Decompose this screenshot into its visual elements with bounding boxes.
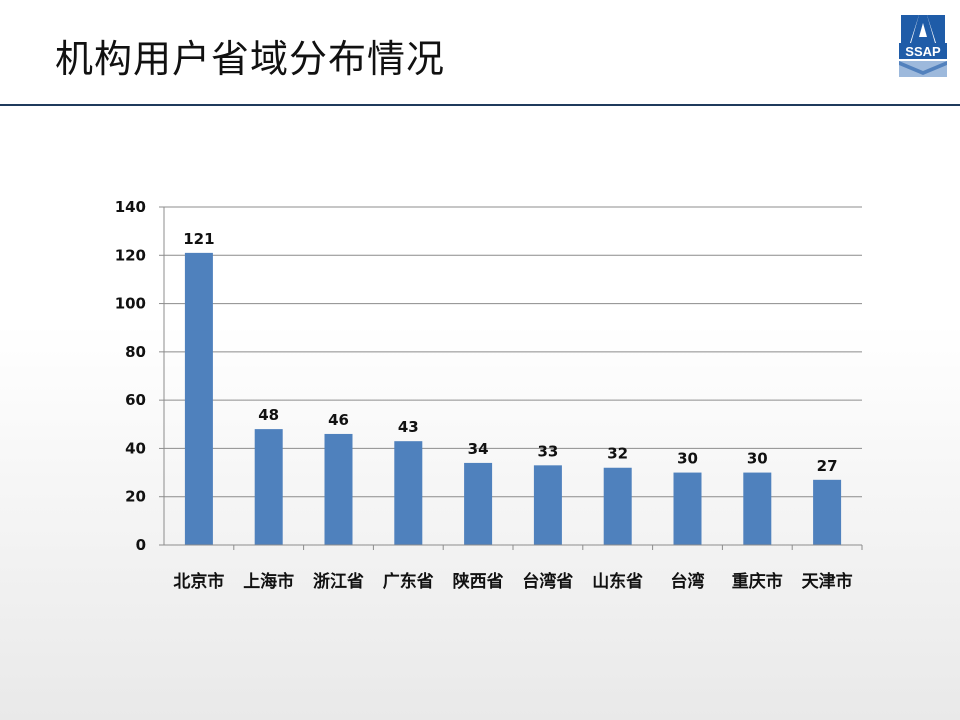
bar [743,472,772,545]
x-tick-label: 北京市 [173,571,224,592]
data-label: 27 [817,457,838,475]
y-tick-label: 140 [115,198,146,216]
y-axis-ticks: 0 20 40 60 80 100 120 140 [115,198,164,554]
data-labels: 121 48 46 43 34 33 32 30 30 27 [183,230,837,475]
x-tick-label: 广东省 [383,571,434,592]
title-divider [0,104,960,106]
bar [394,441,423,545]
y-tick-label: 100 [115,295,146,313]
bars [184,252,842,545]
x-tick-label: 上海市 [243,571,294,592]
y-tick-label: 60 [125,391,146,409]
bar [533,465,562,545]
x-tick-label: 天津市 [802,571,853,592]
y-tick-label: 40 [125,439,146,457]
y-tick-label: 0 [136,536,146,554]
data-label: 34 [468,440,489,458]
x-tick-label: 重庆市 [732,571,783,592]
bar [813,479,842,545]
data-label: 32 [607,445,628,463]
y-tick-label: 80 [125,343,146,361]
y-tick-label: 20 [125,488,146,506]
logo-text: SSAP [905,44,941,59]
slide-title: 机构用户省域分布情况 [55,37,446,81]
bar [254,429,283,545]
bar [603,467,632,545]
axes [163,207,863,550]
y-tick-label: 120 [115,246,146,264]
data-label: 30 [677,450,698,468]
x-tick-label: 台湾 [671,571,705,592]
ssap-logo-icon: SSAP [897,13,949,79]
data-label: 43 [398,418,419,436]
data-label: 30 [747,450,768,468]
data-label: 48 [258,406,279,424]
data-label: 46 [328,411,349,429]
bar [673,472,702,545]
bar [464,462,493,545]
data-label: 33 [537,442,558,460]
x-tick-label: 山东省 [592,571,643,592]
grid-lines [164,206,862,498]
data-label: 121 [183,230,214,248]
x-tick-label: 台湾省 [522,571,573,592]
bar [184,252,213,545]
x-axis-labels: 北京市 上海市 浙江省 广东省 陕西省 台湾省 山东省 台湾 重庆市 天津市 [173,571,852,592]
x-tick-label: 陕西省 [453,571,504,592]
bar [324,433,353,545]
x-tick-label: 浙江省 [313,571,364,592]
